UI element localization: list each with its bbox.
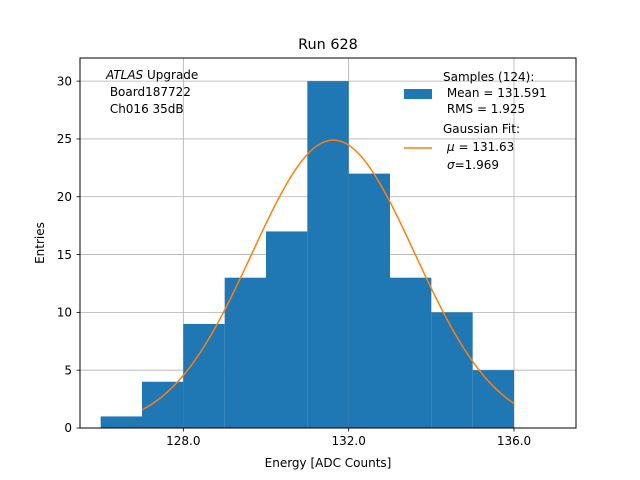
histogram-bar [142,381,184,428]
annotation-line-1: ATLAS Upgrade [105,68,198,82]
y-axis-label: Entries [33,222,47,264]
fit-curve [141,139,515,411]
histogram-bar [100,416,142,428]
histogram-bar [266,231,308,428]
histogram-bar [431,312,473,428]
y-tick-label: 20 [57,190,72,204]
legend: Samples (124): Mean = 131.591 RMS = 1.92… [404,70,547,172]
x-axis-ticks: 128.0 132.0 136.0 [166,428,531,448]
x-tick-label: 128.0 [166,434,200,448]
histogram-bar [307,81,349,428]
y-tick-label: 30 [57,74,72,88]
sigma-symbol: σ [447,158,455,172]
atlas-annotation: ATLAS Upgrade Board187722 Ch016 35dB [105,68,198,116]
legend-fit-title: Gaussian Fit: [443,122,520,136]
y-tick-label: 10 [57,306,72,320]
y-axis-ticks: 0 5 10 15 20 25 30 [57,74,80,435]
sigma-value: =1.969 [455,158,499,172]
histogram-bar [348,173,390,428]
plot-frame [79,57,577,429]
legend-samples-patch [404,89,432,99]
histogram-bar [183,323,225,428]
board-label: Board187722 [106,85,191,99]
y-tick-label: 0 [64,421,72,435]
legend-fit-sigma: σ=1.969 [447,158,499,172]
histogram-bar [390,277,432,428]
x-axis-label: Energy [ADC Counts] [265,456,392,470]
gaussian-fit [141,139,515,411]
mu-value: = 131.63 [455,140,515,154]
histogram-bar [224,277,266,428]
atlas-label: ATLAS [105,68,144,82]
upgrade-label: Upgrade [143,68,198,82]
legend-samples-rms: RMS = 1.925 [443,102,525,116]
chart-title: Run 628 [298,37,358,53]
x-tick-label: 132.0 [331,434,365,448]
y-tick-label: 5 [64,363,72,377]
legend-fit-mu: μ = 131.63 [446,140,514,154]
legend-samples-title: Samples (124): [443,70,534,84]
mu-symbol: μ [446,140,455,154]
legend-samples-mean: Mean = 131.591 [443,86,547,100]
y-tick-label: 25 [57,132,72,146]
x-tick-label: 136.0 [497,434,531,448]
y-tick-label: 15 [57,248,72,262]
histogram-bars [100,81,514,428]
channel-label: Ch016 35dB [106,102,184,116]
